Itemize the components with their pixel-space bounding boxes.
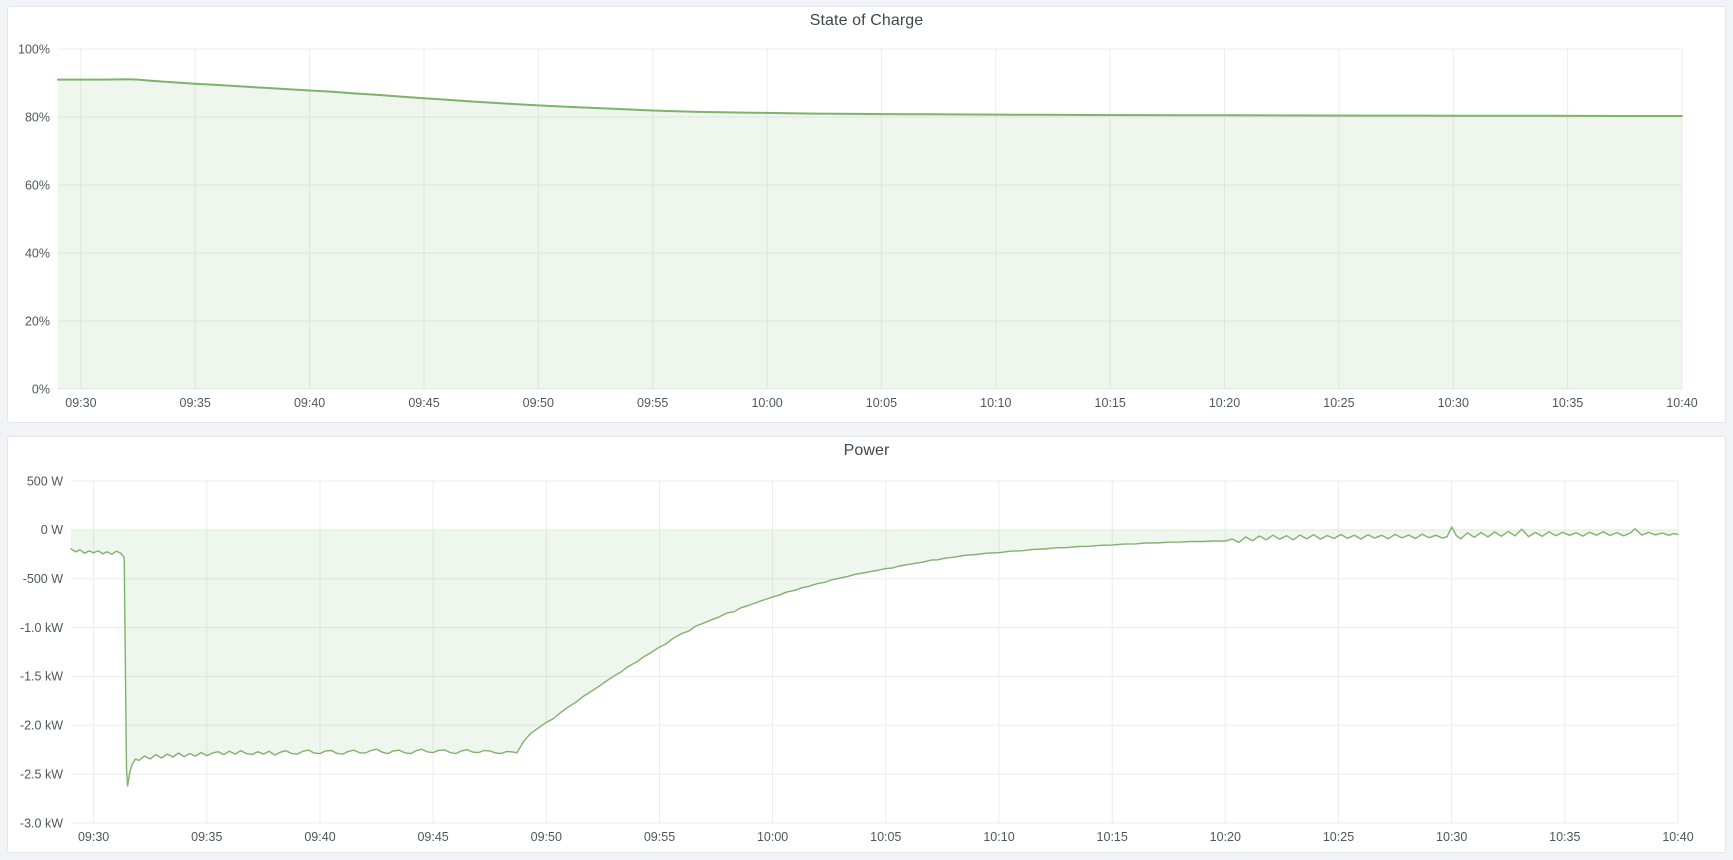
x-axis-tick-label: 10:25 bbox=[1323, 396, 1354, 410]
y-axis-tick-label: 0% bbox=[32, 382, 50, 396]
x-axis-tick-label: 10:40 bbox=[1666, 396, 1697, 410]
y-axis-tick-label: 40% bbox=[25, 246, 50, 260]
x-axis-tick-label: 10:15 bbox=[1095, 396, 1126, 410]
power-series-area bbox=[71, 527, 1678, 786]
x-axis-tick-label: 09:35 bbox=[180, 396, 211, 410]
y-axis-tick-label: 20% bbox=[25, 314, 50, 328]
x-axis-tick-label: 10:15 bbox=[1097, 830, 1128, 844]
x-axis-tick-label: 09:50 bbox=[531, 830, 562, 844]
x-axis-tick-label: 10:00 bbox=[757, 830, 788, 844]
power-chart-canvas[interactable]: -3.0 kW -2.5 kW -2.0 kW -1.5 kW -1.0 kW -500 … bbox=[8, 465, 1725, 852]
x-axis-tick-label: 10:30 bbox=[1438, 396, 1469, 410]
soc-panel-title[interactable]: State of Charge bbox=[809, 12, 924, 29]
x-axis-tick-label: 10:05 bbox=[870, 830, 901, 844]
power-panel: Power -3.0 kW -2.5 kW -2.0 kW -1.5 kW -1.0 k… bbox=[7, 436, 1726, 853]
y-axis-tick-label: 60% bbox=[25, 178, 50, 192]
y-axis-tick-label: -1.5 kW bbox=[20, 670, 63, 684]
y-axis-tick-label: -2.0 kW bbox=[20, 719, 63, 733]
x-axis-tick-label: 09:55 bbox=[637, 396, 668, 410]
x-axis-tick-label: 09:40 bbox=[294, 396, 325, 410]
y-axis-tick-label: 0 W bbox=[41, 523, 63, 537]
power-panel-title[interactable]: Power bbox=[843, 442, 890, 459]
x-axis-tick-label: 09:30 bbox=[78, 830, 109, 844]
y-axis-tick-label: 80% bbox=[25, 110, 50, 124]
x-axis-tick-label: 10:05 bbox=[866, 396, 897, 410]
x-axis-tick-label: 09:45 bbox=[417, 830, 448, 844]
x-axis-tick-label: 09:45 bbox=[408, 396, 439, 410]
y-axis-tick-label: -500 W bbox=[23, 572, 63, 586]
x-axis-tick-label: 10:25 bbox=[1323, 830, 1354, 844]
x-axis-tick-label: 10:10 bbox=[983, 830, 1014, 844]
x-axis-tick-label: 10:30 bbox=[1436, 830, 1467, 844]
x-axis-tick-label: 10:00 bbox=[751, 396, 782, 410]
y-axis-tick-label: 100% bbox=[18, 42, 50, 56]
y-axis-tick-label: -3.0 kW bbox=[20, 816, 63, 830]
y-axis-tick-label: -1.0 kW bbox=[20, 621, 63, 635]
power-series-line bbox=[70, 526, 1679, 787]
x-axis-tick-label: 09:40 bbox=[304, 830, 335, 844]
x-axis-tick-label: 09:55 bbox=[644, 830, 675, 844]
soc-chart-canvas[interactable]: 0% 20% 40% 60% 80% 100% 09:30 09:35 09:40 09:45 09… bbox=[8, 35, 1725, 422]
soc-series-line bbox=[57, 78, 1683, 117]
x-axis-tick-label: 10:40 bbox=[1662, 830, 1693, 844]
x-axis-tick-label: 09:30 bbox=[65, 396, 96, 410]
x-axis-tick-label: 10:35 bbox=[1552, 396, 1583, 410]
x-axis-tick-label: 10:20 bbox=[1210, 830, 1241, 844]
x-axis-tick-label: 10:20 bbox=[1209, 396, 1240, 410]
x-axis-tick-label: 10:10 bbox=[980, 396, 1011, 410]
x-axis-tick-label: 09:50 bbox=[523, 396, 554, 410]
y-axis-tick-label: -2.5 kW bbox=[20, 767, 63, 781]
x-axis-tick-label: 10:35 bbox=[1549, 830, 1580, 844]
soc-series-area bbox=[58, 79, 1682, 390]
soc-panel: State of Charge 0% 20% 40% 60% 80% 100% 09:30 0… bbox=[7, 6, 1726, 423]
x-axis-tick-label: 09:35 bbox=[191, 830, 222, 844]
y-axis-tick-label: 500 W bbox=[27, 474, 63, 488]
